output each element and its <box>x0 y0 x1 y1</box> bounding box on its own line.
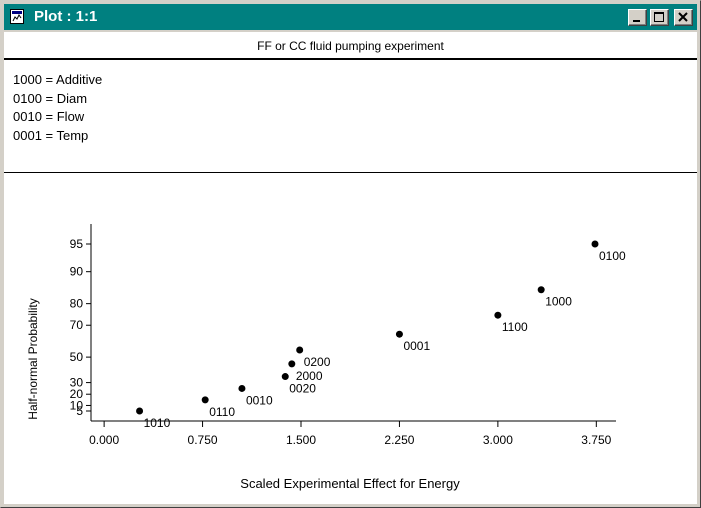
data-point <box>281 373 289 381</box>
y-tick-label: 20 <box>70 387 84 401</box>
point-label: 0110 <box>209 405 235 419</box>
minimize-icon <box>633 20 640 22</box>
point-label: 1000 <box>545 295 572 309</box>
point-label: 0001 <box>403 339 430 353</box>
header-divider <box>4 58 697 60</box>
data-point <box>238 384 246 392</box>
y-axis-label: Half-normal Probability <box>26 298 40 419</box>
data-point <box>591 240 599 248</box>
point-label: 1100 <box>502 320 528 334</box>
y-tick-label: 10 <box>70 398 84 412</box>
close-button[interactable] <box>674 9 693 26</box>
x-tick-label: 0.750 <box>188 433 218 447</box>
x-axis-label: Scaled Experimental Effect for Energy <box>240 476 460 491</box>
data-point <box>395 330 403 338</box>
point-label: 0100 <box>599 249 626 263</box>
y-tick-label: 80 <box>70 297 84 311</box>
plot-area: FF or CC fluid pumping experiment 1000 =… <box>4 32 697 504</box>
legend-item-flow: 0010 = Flow <box>13 109 85 124</box>
y-tick-label: 50 <box>70 350 84 364</box>
point-label: 0200 <box>304 355 331 369</box>
maximize-button[interactable] <box>650 9 669 26</box>
maximize-icon <box>654 12 664 22</box>
legend-item-additive: 1000 = Additive <box>13 72 103 87</box>
legend-divider <box>4 172 697 173</box>
x-axis-ticks: 0.000 0.750 1.500 2.250 3.000 3.750 <box>89 421 612 447</box>
x-tick-label: 1.500 <box>286 433 316 447</box>
x-tick-label: 2.250 <box>384 433 414 447</box>
data-point <box>201 396 209 404</box>
data-point <box>136 407 144 415</box>
window-title: Plot : 1:1 <box>34 8 98 25</box>
plot-app-icon[interactable] <box>10 9 25 24</box>
factor-legend: 1000 = Additive 0100 = Diam 0010 = Flow … <box>13 71 102 145</box>
plot-title: FF or CC fluid pumping experiment <box>257 39 444 53</box>
data-point <box>494 311 502 319</box>
x-tick-label: 3.000 <box>483 433 513 447</box>
legend-item-temp: 0001 = Temp <box>13 127 89 143</box>
point-label: 0020 <box>289 382 316 396</box>
close-icon <box>678 12 688 22</box>
data-point <box>537 286 545 294</box>
y-tick-label: 90 <box>70 265 84 279</box>
x-tick-label: 0.000 <box>89 433 119 447</box>
point-label: 2000 <box>296 369 323 383</box>
data-point <box>296 346 304 354</box>
y-tick-label: 70 <box>70 318 84 332</box>
axes <box>90 224 616 422</box>
y-tick-label: 30 <box>70 376 84 390</box>
point-label: 0010 <box>246 393 273 407</box>
y-tick-label: 95 <box>70 237 84 251</box>
x-tick-label: 3.750 <box>581 433 611 447</box>
data-point <box>288 360 296 368</box>
minimize-button[interactable] <box>628 9 647 26</box>
y-tick-label: 5 <box>76 404 83 418</box>
legend-item-diam: 0100 = Diam <box>13 90 88 106</box>
point-label: 1010 <box>144 416 171 430</box>
title-bar[interactable]: Plot : 1:1 <box>4 4 697 30</box>
